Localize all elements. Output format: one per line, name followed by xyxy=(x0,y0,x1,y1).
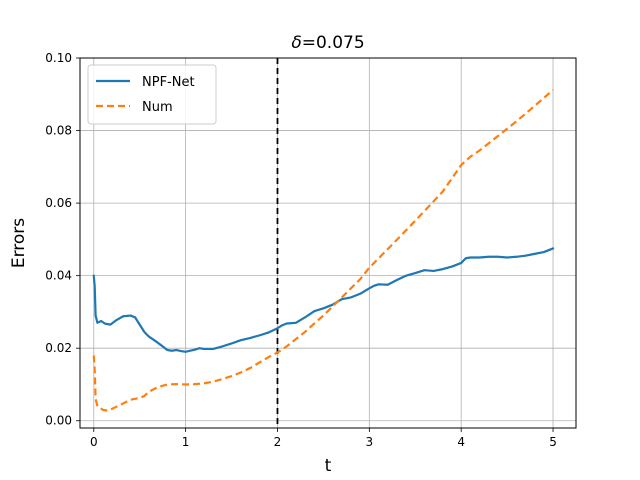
y-tick-label: 0.10 xyxy=(45,51,72,65)
axes-frame xyxy=(79,57,577,429)
legend-box xyxy=(87,64,217,125)
title-value: =0.075 xyxy=(302,33,365,53)
ticks: 0 1 2 3 4 5 0.00 0.02 0.04 0.06 0.08 0.10 xyxy=(45,51,557,449)
x-tick-label: 2 xyxy=(274,435,282,449)
y-tick-label: 0.02 xyxy=(45,341,72,355)
x-tick-label: 0 xyxy=(90,435,98,449)
title-symbol: δ xyxy=(291,33,301,53)
y-tick-label: 0.08 xyxy=(45,124,72,138)
x-axis-label: t xyxy=(325,456,332,476)
legend-label-npf-net: NPF-Net xyxy=(142,75,195,90)
y-tick-label: 0.00 xyxy=(45,414,72,428)
y-tick-label: 0.06 xyxy=(45,196,72,210)
series-line-num xyxy=(92,89,554,412)
plot-area xyxy=(92,89,555,412)
y-tick-label: 0.04 xyxy=(45,269,72,283)
legend: NPF-Net Num xyxy=(87,64,217,125)
chart-title: δ=0.075 xyxy=(291,33,364,53)
y-axis-label: Errors xyxy=(9,218,29,268)
legend-label-num: Num xyxy=(142,100,173,115)
series-line-npf-net xyxy=(92,247,555,353)
x-tick-label: 1 xyxy=(182,435,190,449)
x-tick-label: 4 xyxy=(457,435,465,449)
x-tick-label: 5 xyxy=(549,435,557,449)
x-tick-label: 3 xyxy=(366,435,374,449)
